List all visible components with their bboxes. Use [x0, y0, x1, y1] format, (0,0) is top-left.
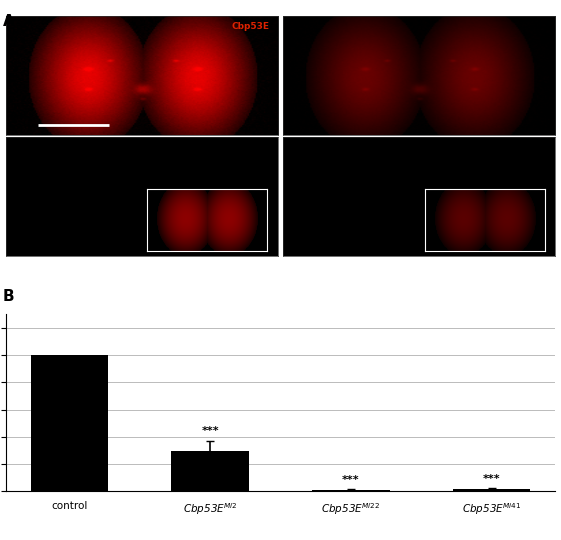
- Text: ***: ***: [342, 475, 360, 485]
- Text: ***: ***: [483, 474, 500, 484]
- Bar: [453, 489, 530, 491]
- Bar: [172, 450, 249, 491]
- Text: Cbp53E: Cbp53E: [232, 22, 270, 31]
- Text: A: A: [3, 14, 15, 29]
- Bar: [31, 355, 108, 491]
- Text: B: B: [3, 289, 15, 304]
- Bar: [312, 490, 389, 491]
- Text: ***: ***: [201, 426, 219, 436]
